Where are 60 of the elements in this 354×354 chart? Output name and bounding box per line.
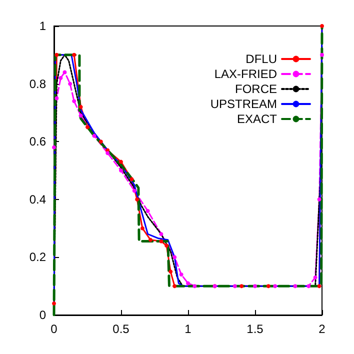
- y-tick-label: 0.6: [29, 134, 46, 149]
- point: [119, 160, 123, 164]
- y-tick-label: 0.2: [29, 250, 46, 264]
- point: [52, 145, 56, 150]
- point: [266, 284, 270, 288]
- point: [132, 188, 136, 193]
- point: [62, 70, 67, 74]
- point: [253, 284, 257, 288]
- point: [54, 52, 59, 57]
- legend-label: DFLU: [246, 52, 277, 66]
- point: [159, 232, 164, 236]
- x-tick-label: 0.5: [112, 322, 130, 336]
- point: [92, 134, 96, 138]
- point: [317, 284, 322, 288]
- point: [135, 197, 140, 202]
- point: [159, 239, 164, 244]
- point: [130, 177, 134, 182]
- point: [306, 284, 311, 288]
- y-tick-label: 1: [39, 19, 46, 33]
- point: [106, 151, 110, 156]
- point: [179, 272, 184, 277]
- legend-label: FORCE: [235, 82, 277, 96]
- x-tick-label: 2: [318, 322, 326, 336]
- point: [317, 197, 322, 202]
- x-tick-label: 1: [184, 322, 192, 336]
- point: [320, 24, 324, 28]
- legend-label: UPSTREAM: [210, 97, 277, 111]
- point: [192, 284, 197, 288]
- y-tick-label: 0.4: [29, 192, 46, 206]
- point: [320, 52, 324, 57]
- point: [172, 255, 177, 260]
- point: [98, 140, 103, 144]
- point: [68, 82, 72, 86]
- point: [140, 226, 144, 230]
- y-tick-label: 0: [39, 308, 46, 322]
- point: [86, 125, 90, 130]
- point: [293, 284, 298, 288]
- x-tick-label: 0: [50, 322, 58, 336]
- point: [78, 104, 83, 109]
- point: [164, 244, 169, 248]
- point: [52, 301, 56, 306]
- point: [313, 275, 318, 280]
- legend-label: LAX-FRIED: [214, 67, 278, 81]
- legend-label: EXACT: [236, 112, 278, 126]
- point: [186, 281, 190, 286]
- point: [168, 270, 173, 274]
- point: [54, 96, 59, 100]
- point: [148, 238, 152, 242]
- point: [58, 76, 63, 80]
- y-tick-label: 0.8: [29, 76, 46, 91]
- point: [232, 284, 237, 288]
- point: [72, 99, 76, 104]
- point: [273, 284, 278, 288]
- point: [146, 208, 150, 213]
- point: [78, 114, 83, 118]
- point: [119, 168, 123, 172]
- x-tick-label: 1.5: [246, 322, 264, 336]
- point: [172, 284, 177, 288]
- point: [72, 52, 76, 57]
- point: [240, 284, 244, 288]
